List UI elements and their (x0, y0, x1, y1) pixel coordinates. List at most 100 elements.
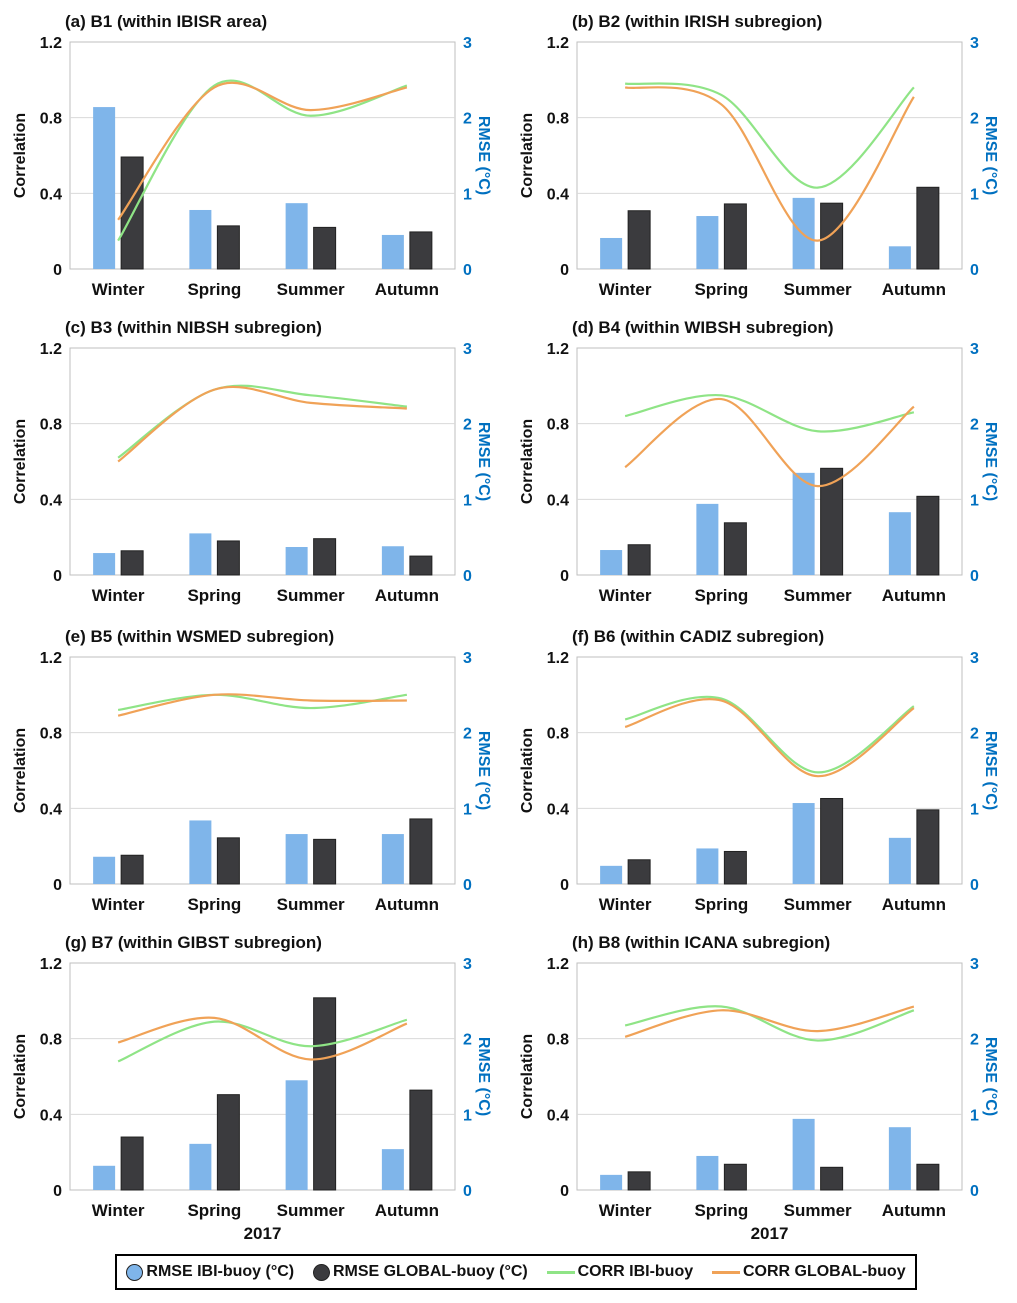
legend-item-corr-ibi: CORR IBI-buoy (546, 1263, 694, 1281)
plot-area (69, 656, 456, 885)
y2-tick-label: 0 (463, 1183, 472, 1200)
y-tick-label: 0 (53, 1183, 62, 1200)
bar-rmse-global (820, 1166, 844, 1191)
bar-rmse-ibi (792, 472, 815, 575)
bar-rmse-global (916, 495, 940, 576)
bar-rmse-global (916, 809, 940, 885)
y2-axis-label: RMSE (°C) (982, 116, 999, 195)
x-tick-label: Autumn (375, 586, 439, 605)
y-tick-label: 1.2 (547, 35, 569, 52)
bar-rmse-global (820, 202, 844, 270)
bar-rmse-global (723, 522, 747, 576)
line-corr-global (117, 81, 408, 221)
panel-6: 0 0.4 0.8 1.2 0 1 2 3 (g) B7 (within GIBST subre… (12, 933, 492, 1243)
y2-tick-label: 0 (463, 262, 472, 279)
y-tick-label: 0.4 (547, 186, 569, 203)
y2-axis-label: RMSE (°C) (475, 422, 492, 501)
legend-item-rmse-global: RMSE GLOBAL-buoy (°C) (312, 1263, 528, 1281)
y2-tick-label: 3 (970, 35, 979, 52)
bar-rmse-global (216, 540, 240, 576)
line-corr-global (624, 86, 915, 242)
legend-item-rmse-ibi: RMSE IBI-buoy (°C) (126, 1263, 294, 1281)
x-tick-label: Summer (784, 586, 852, 605)
y2-tick-label: 3 (463, 650, 472, 667)
plot-area (69, 962, 456, 1191)
bar-rmse-global (627, 544, 651, 576)
y2-tick-label: 3 (970, 341, 979, 358)
bar-rmse-ibi (888, 837, 911, 884)
legend-label: CORR GLOBAL-buoy (742, 1263, 906, 1280)
bar-rmse-global (216, 837, 240, 885)
bar-rmse-ibi (381, 1149, 404, 1190)
line-corr-global (624, 1005, 915, 1038)
legend-label: CORR IBI-buoy (577, 1263, 694, 1280)
y-axis-label: Correlation (12, 113, 29, 198)
panel-3: 0 0.4 0.8 1.2 0 1 2 3 (d) B4 (within WIBSH subre… (519, 318, 999, 605)
bar-rmse-global (120, 1136, 144, 1191)
x-tick-label: Autumn (882, 895, 946, 914)
x-tick-label: Winter (599, 1201, 652, 1220)
bar-rmse-global (120, 854, 144, 885)
x-tick-label: Summer (277, 280, 345, 299)
y-axis-label: Correlation (519, 113, 536, 198)
line-corr-ibi (117, 693, 408, 712)
y2-tick-label: 2 (970, 111, 979, 128)
bar-rmse-global (627, 859, 651, 885)
x-tick-label: Spring (187, 895, 241, 914)
plot-area (69, 41, 456, 270)
y2-tick-label: 0 (463, 877, 472, 894)
y-tick-label: 0.4 (40, 492, 62, 509)
legend-label: RMSE IBI-buoy (°C) (146, 1263, 295, 1280)
y-tick-label: 0 (560, 568, 569, 585)
x-tick-label: Winter (92, 280, 145, 299)
bar-rmse-global (409, 1089, 433, 1191)
bar-rmse-ibi (696, 503, 719, 575)
y2-tick-label: 1 (970, 186, 979, 203)
legend-label: RMSE GLOBAL-buoy (°C) (332, 1263, 528, 1280)
bar-rmse-ibi (381, 834, 404, 884)
bar-rmse-ibi (285, 834, 308, 884)
panel-5: 0 0.4 0.8 1.2 0 1 2 3 (f) B6 (within CADIZ subre… (519, 627, 999, 914)
y2-tick-label: 0 (970, 262, 979, 279)
y-tick-label: 0.8 (547, 111, 569, 128)
bar-rmse-global (409, 818, 433, 885)
y-tick-label: 0.4 (40, 1107, 62, 1124)
bar-rmse-ibi (285, 203, 308, 269)
y-tick-label: 1.2 (40, 35, 62, 52)
bar-rmse-global (409, 231, 433, 270)
x-tick-label: Summer (277, 1201, 345, 1220)
legend-item-corr-global: CORR GLOBAL-buoy (711, 1263, 906, 1281)
bar-rmse-ibi (888, 246, 911, 269)
x-tick-label: Spring (187, 1201, 241, 1220)
panel-title: (b) B2 (within IRISH subregion) (572, 12, 822, 31)
line-corr-global (624, 698, 915, 778)
y-tick-label: 0 (53, 262, 62, 279)
x-tick-label: Spring (187, 280, 241, 299)
bar-rmse-ibi (189, 209, 212, 269)
x-tick-label: Winter (92, 1201, 145, 1220)
y2-axis-label: RMSE (°C) (475, 116, 492, 195)
legend-swatch-rmse-ibi (126, 1263, 144, 1281)
line-corr-ibi (624, 1005, 915, 1042)
y2-tick-label: 1 (970, 1107, 979, 1124)
panel-1: 0 0.4 0.8 1.2 0 1 2 3 (b) B2 (within IRISH subre… (519, 12, 999, 299)
y2-tick-label: 2 (970, 726, 979, 743)
x-axis-label: 2017 (244, 1224, 282, 1243)
bar-rmse-global (627, 1171, 651, 1191)
y2-tick-label: 2 (463, 417, 472, 434)
y2-tick-label: 1 (970, 801, 979, 818)
y2-tick-label: 2 (463, 1032, 472, 1049)
y-tick-label: 0.4 (547, 801, 569, 818)
panel-title: (e) B5 (within WSMED subregion) (65, 627, 334, 646)
legend: RMSE IBI-buoy (°C) RMSE GLOBAL-buoy (°C)… (115, 1254, 917, 1290)
y2-tick-label: 1 (463, 1107, 472, 1124)
bar-rmse-global (216, 1094, 240, 1191)
y2-axis-label: RMSE (°C) (475, 731, 492, 810)
y2-axis-label: RMSE (°C) (982, 1037, 999, 1116)
bar-rmse-global (723, 1163, 747, 1191)
bar-rmse-ibi (792, 1118, 815, 1190)
panel-title: (d) B4 (within WIBSH subregion) (572, 318, 834, 337)
panel-2: 0 0.4 0.8 1.2 0 1 2 3 (c) B3 (within NIBSH subre… (12, 318, 492, 605)
bar-rmse-ibi (285, 1080, 308, 1190)
y-axis-label: Correlation (12, 728, 29, 813)
